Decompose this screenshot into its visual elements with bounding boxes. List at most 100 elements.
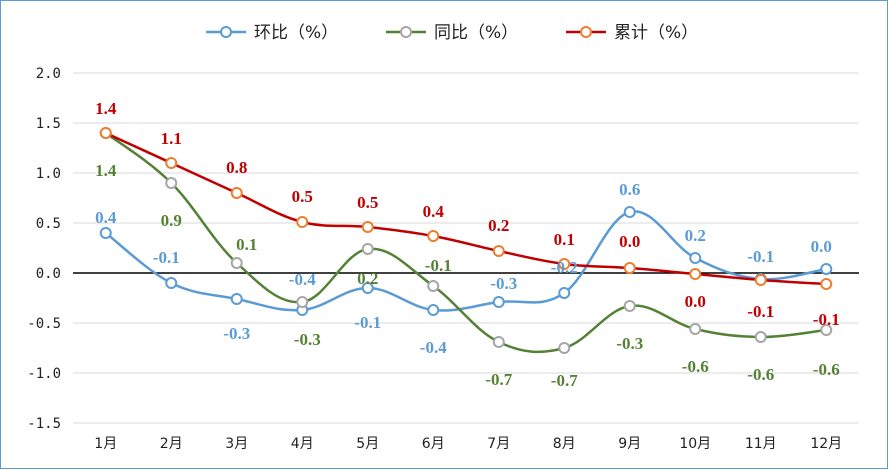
x-tick-label: 6月 bbox=[422, 436, 445, 452]
data-label: -0.3 bbox=[223, 324, 250, 343]
data-label: 0.6 bbox=[619, 180, 640, 199]
data-label: 0.0 bbox=[685, 292, 706, 311]
data-label: -0.3 bbox=[616, 334, 643, 353]
data-label: 1.4 bbox=[95, 99, 117, 118]
data-label: -0.1 bbox=[747, 302, 774, 321]
y-tick-label: -1.5 bbox=[27, 416, 61, 432]
data-label: 0.5 bbox=[292, 187, 313, 206]
data-label: -0.3 bbox=[490, 274, 517, 293]
x-tick-label: 11月 bbox=[745, 436, 777, 452]
data-label: 0.0 bbox=[811, 237, 832, 256]
data-label: 0.1 bbox=[236, 235, 257, 254]
data-label: -0.4 bbox=[420, 338, 447, 357]
y-tick-label: 2.0 bbox=[36, 66, 61, 82]
data-label: 0.2 bbox=[357, 269, 378, 288]
data-label: -0.1 bbox=[425, 256, 452, 275]
data-point bbox=[99, 227, 112, 239]
y-tick-label: 1.5 bbox=[36, 116, 61, 132]
data-label: -0.3 bbox=[294, 330, 321, 349]
y-tick-label: 1.0 bbox=[36, 166, 61, 182]
data-point bbox=[492, 245, 505, 257]
data-point bbox=[230, 187, 243, 199]
data-point bbox=[99, 127, 112, 139]
data-label: 0.5 bbox=[357, 193, 378, 212]
legend-entry-label: 环比（%） bbox=[254, 23, 338, 43]
data-label: 0.2 bbox=[685, 226, 706, 245]
y-tick-label: 0.0 bbox=[36, 266, 61, 282]
data-point bbox=[820, 278, 833, 290]
legend-entry-label: 同比（%） bbox=[434, 23, 518, 43]
data-point bbox=[296, 296, 309, 308]
data-point bbox=[296, 216, 309, 228]
data-point bbox=[558, 287, 571, 299]
data-point bbox=[492, 336, 505, 348]
data-point bbox=[165, 157, 178, 169]
data-point bbox=[754, 274, 767, 286]
y-tick-label: 0.5 bbox=[36, 216, 61, 232]
x-tick-label: 4月 bbox=[291, 436, 314, 452]
legend-entry-label: 累计（%） bbox=[614, 23, 698, 43]
data-label: -0.7 bbox=[485, 370, 512, 389]
data-label: -0.1 bbox=[813, 310, 840, 329]
data-label: 1.4 bbox=[95, 161, 117, 180]
data-point bbox=[361, 282, 374, 294]
data-point bbox=[361, 243, 374, 255]
data-label: 1.1 bbox=[161, 129, 182, 148]
x-tick-label: 8月 bbox=[553, 436, 576, 452]
data-point bbox=[230, 257, 243, 269]
data-label: 0.9 bbox=[161, 211, 182, 230]
data-label: -0.6 bbox=[747, 365, 774, 384]
legend-swatch-marker bbox=[580, 26, 592, 38]
data-point bbox=[820, 263, 833, 275]
series-line bbox=[104, 210, 827, 312]
axes: 2.0 1.5 1.0 0.5 0.0 -0.5 -1.0 -1.5 1月 2月 3月 4月 5月 6月 7… bbox=[27, 66, 859, 452]
data-point bbox=[427, 304, 440, 316]
data-point bbox=[427, 230, 440, 242]
data-label: -0.2 bbox=[551, 258, 578, 277]
data-point bbox=[558, 258, 571, 270]
y-tick-label: -0.5 bbox=[27, 316, 61, 332]
x-tick-label: 2月 bbox=[160, 436, 183, 452]
data-point bbox=[689, 268, 702, 280]
data-label: 0.8 bbox=[226, 158, 247, 177]
data-label: -0.7 bbox=[551, 371, 578, 390]
data-label: -0.1 bbox=[747, 247, 774, 266]
x-tick-label: 10月 bbox=[679, 436, 711, 452]
legend-swatch-marker bbox=[400, 26, 412, 38]
data-label: -0.6 bbox=[813, 360, 840, 379]
data-point bbox=[623, 300, 636, 312]
data-point bbox=[230, 293, 243, 305]
data-point bbox=[165, 177, 178, 189]
data-point bbox=[361, 221, 374, 233]
data-labels: 0.4 -0.1 -0.3 -0.4 -0.1 -0.4 -0.3 -0.2 0.6 0.2 -0.… bbox=[95, 99, 840, 390]
x-tick-label: 12月 bbox=[810, 436, 842, 452]
x-tick-label: 5月 bbox=[356, 436, 379, 452]
data-point bbox=[492, 296, 505, 308]
data-point bbox=[558, 342, 571, 354]
data-label: -0.1 bbox=[153, 248, 180, 267]
data-label: 0.1 bbox=[554, 230, 575, 249]
data-point bbox=[427, 280, 440, 292]
data-point bbox=[689, 252, 702, 264]
data-point bbox=[689, 323, 702, 335]
x-tick-label: 9月 bbox=[618, 436, 641, 452]
data-point bbox=[820, 324, 833, 336]
x-tick-label: 3月 bbox=[225, 436, 248, 452]
data-label: 0.4 bbox=[423, 202, 445, 221]
legend-swatch-marker bbox=[220, 26, 232, 38]
x-tick-label: 1月 bbox=[94, 436, 117, 452]
data-label: 0.0 bbox=[619, 232, 640, 251]
data-point bbox=[623, 262, 636, 274]
data-point bbox=[754, 331, 767, 343]
data-label: -0.1 bbox=[354, 313, 381, 332]
data-label: 0.4 bbox=[95, 208, 117, 227]
data-label: 0.2 bbox=[488, 216, 509, 235]
x-tick-label: 7月 bbox=[487, 436, 510, 452]
series-lines bbox=[104, 131, 827, 354]
series-points bbox=[99, 127, 833, 354]
legend: 环比（%） 同比（%） 累计（%） bbox=[206, 23, 698, 43]
y-tick-label: -1.0 bbox=[27, 366, 61, 382]
gridlines bbox=[73, 72, 859, 424]
